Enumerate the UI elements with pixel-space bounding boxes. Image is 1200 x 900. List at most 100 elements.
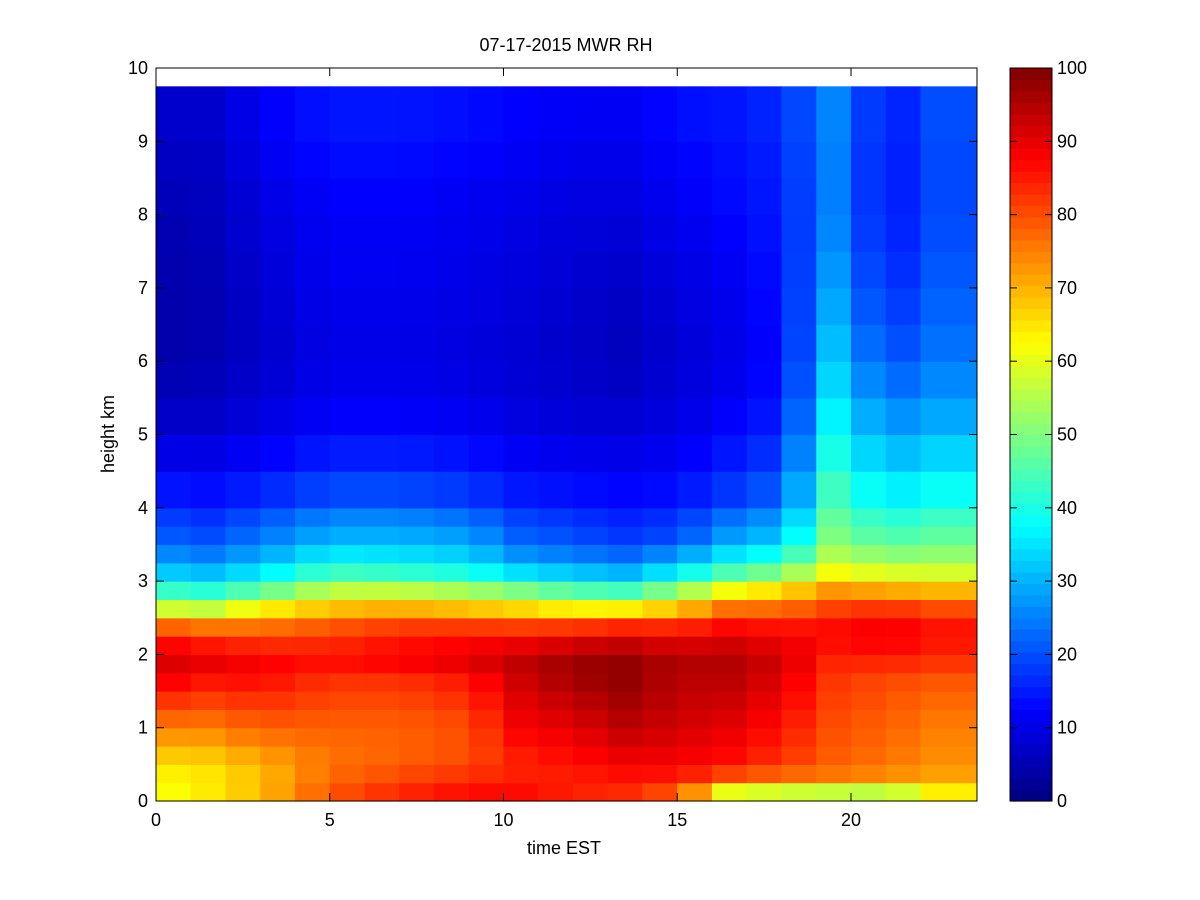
heatmap-cell <box>885 361 922 399</box>
heatmap-cell <box>642 471 678 509</box>
heatmap-cell <box>225 86 261 142</box>
heatmap-cell <box>434 599 470 619</box>
heatmap-cell <box>503 691 539 710</box>
heatmap-cell <box>642 764 678 784</box>
heatmap-cell <box>746 324 783 362</box>
heatmap-cell <box>642 636 678 655</box>
heatmap-cell <box>434 782 470 802</box>
heatmap-cell <box>712 617 748 637</box>
heatmap-cell <box>364 581 400 601</box>
heatmap-cell <box>503 471 539 509</box>
heatmap-cell <box>816 617 852 637</box>
heatmap-cell <box>746 507 783 527</box>
heatmap-cell <box>885 709 922 729</box>
heatmap-cell <box>607 434 644 472</box>
heatmap-cell <box>295 526 331 546</box>
heatmap-cell <box>503 782 539 802</box>
heatmap-cell <box>851 544 887 564</box>
heatmap-cell <box>746 691 783 710</box>
heatmap-cell <box>399 434 435 472</box>
heatmap-cell <box>920 177 977 216</box>
heatmap-cell <box>851 287 887 326</box>
heatmap-cell <box>503 177 539 216</box>
heatmap-cell <box>434 727 470 747</box>
heatmap-cell <box>190 507 227 527</box>
heatmap-cell <box>920 324 977 362</box>
heatmap-cell <box>156 287 192 326</box>
heatmap-cell <box>538 86 574 142</box>
heatmap-cell <box>364 636 400 655</box>
heatmap-cell <box>538 727 574 747</box>
heatmap-cell <box>712 581 748 601</box>
colorbar-step <box>1010 468 1052 481</box>
heatmap-cell <box>190 562 227 582</box>
heatmap-cell <box>295 727 331 747</box>
heatmap-cell <box>816 599 852 619</box>
heatmap-cell <box>434 507 470 527</box>
heatmap-cell <box>677 709 713 729</box>
heatmap-cell <box>260 782 296 802</box>
heatmap-cell <box>156 709 192 729</box>
heatmap-cell <box>607 691 644 710</box>
heatmap-cell <box>468 581 505 601</box>
heatmap-cell <box>816 434 852 472</box>
heatmap-cell <box>260 562 296 582</box>
heatmap-cell <box>295 434 331 472</box>
heatmap-cell <box>399 86 435 142</box>
heatmap-cell <box>712 177 748 216</box>
heatmap-cell <box>607 746 644 765</box>
heatmap-cell <box>329 324 366 362</box>
heatmap-cell <box>885 727 922 747</box>
heatmap-cell <box>607 599 644 619</box>
heatmap-cell <box>260 507 296 527</box>
heatmap-cell <box>399 636 435 655</box>
colorbar <box>1010 68 1052 802</box>
heatmap-cell <box>816 471 852 509</box>
colorbar-step <box>1010 365 1052 378</box>
heatmap-cell <box>781 141 817 179</box>
heatmap-cell <box>677 471 713 509</box>
heatmap-cell <box>329 434 366 472</box>
heatmap-cell <box>642 324 678 362</box>
heatmap-cell <box>434 746 470 765</box>
heatmap-cell <box>607 324 644 362</box>
heatmap-cell <box>885 324 922 362</box>
heatmap-cell <box>434 214 470 252</box>
heatmap-cell <box>156 361 192 399</box>
heatmap-cell <box>746 86 783 142</box>
heatmap-cell <box>225 727 261 747</box>
heatmap-cell <box>573 214 609 252</box>
heatmap-cell <box>642 709 678 729</box>
heatmap-cell <box>156 397 192 436</box>
heatmap-cell <box>225 782 261 802</box>
heatmap-cell <box>885 544 922 564</box>
heatmap-cell <box>399 141 435 179</box>
heatmap-cell <box>503 581 539 601</box>
colorbar-step <box>1010 434 1052 447</box>
heatmap-cell <box>364 324 400 362</box>
y-tick-label: 6 <box>138 351 148 371</box>
heatmap-cell <box>851 251 887 289</box>
heatmap-cell <box>607 654 644 674</box>
heatmap-cell <box>816 141 852 179</box>
heatmap-cell <box>781 86 817 142</box>
heatmap-cell <box>642 727 678 747</box>
heatmap-cell <box>885 507 922 527</box>
colorbar-step <box>1010 732 1052 745</box>
heatmap-cell <box>746 214 783 252</box>
heatmap-cell <box>607 636 644 655</box>
heatmap-cell <box>260 654 296 674</box>
heatmap-cell <box>156 177 192 216</box>
heatmap-cell <box>329 177 366 216</box>
heatmap-cell <box>503 562 539 582</box>
colorbar-step <box>1010 617 1052 630</box>
colorbar-tick-label: 10 <box>1057 718 1077 738</box>
heatmap-cell <box>607 471 644 509</box>
y-axis-ticks: 0 1 2 3 4 5 6 7 8 9 10 <box>128 58 977 811</box>
heatmap-cell <box>573 562 609 582</box>
heatmap-cell <box>607 782 644 802</box>
heatmap-cell <box>190 214 227 252</box>
heatmap-cell <box>190 324 227 362</box>
heatmap-cell <box>816 709 852 729</box>
heatmap-cell <box>329 746 366 765</box>
